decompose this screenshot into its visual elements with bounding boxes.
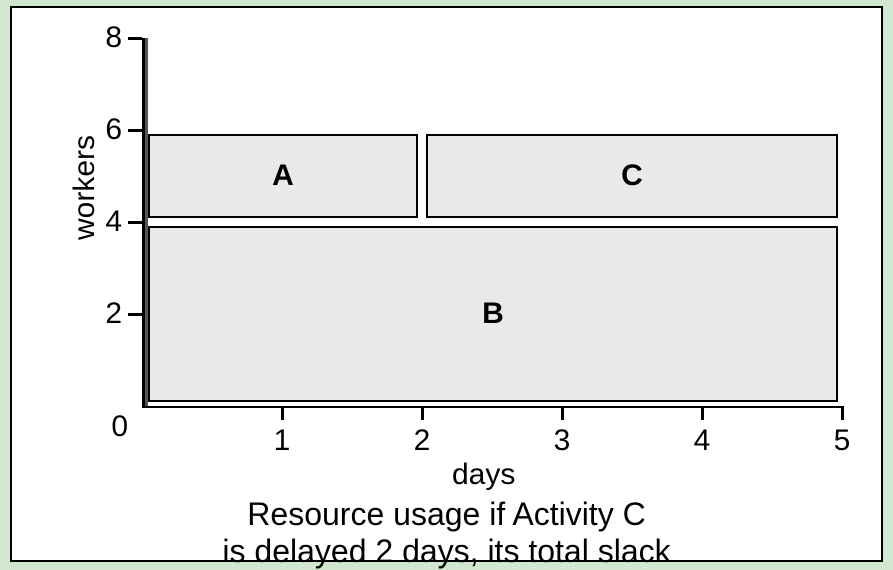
- panel-frame: 2468123450ACB workers days Resource usag…: [10, 6, 883, 562]
- y-tick: [128, 313, 142, 316]
- caption-line-2: is delayed 2 days, its total slack: [12, 533, 881, 570]
- chart-caption: Resource usage if Activity C is delayed …: [12, 496, 881, 570]
- x-tick-label: 3: [554, 424, 571, 458]
- activity-block-C: C: [426, 134, 838, 218]
- x-tick-label: 4: [694, 424, 711, 458]
- x-tick-label: 1: [274, 424, 291, 458]
- y-tick: [128, 129, 142, 132]
- y-tick-label: 6: [105, 113, 122, 147]
- y-tick-label: 8: [105, 21, 122, 55]
- x-tick-label: 5: [834, 424, 851, 458]
- x-tick: [841, 406, 844, 420]
- activity-block-A: A: [148, 134, 418, 218]
- plot-region: 2468123450ACB: [142, 38, 842, 408]
- activity-block-B: B: [148, 226, 838, 402]
- x-axis-title: days: [452, 458, 515, 492]
- x-tick-label: 2: [414, 424, 431, 458]
- x-tick: [701, 406, 704, 420]
- x-tick: [421, 406, 424, 420]
- y-axis: [142, 38, 145, 406]
- y-tick: [128, 221, 142, 224]
- y-tick: [128, 37, 142, 40]
- y-axis-title: workers: [68, 135, 102, 240]
- y-tick-label: 4: [105, 205, 122, 239]
- chart-area: 2468123450ACB workers days Resource usag…: [12, 8, 881, 560]
- y-tick-label: 2: [105, 297, 122, 331]
- caption-line-1: Resource usage if Activity C: [12, 496, 881, 533]
- origin-label: 0: [111, 410, 128, 444]
- x-tick: [281, 406, 284, 420]
- x-tick: [561, 406, 564, 420]
